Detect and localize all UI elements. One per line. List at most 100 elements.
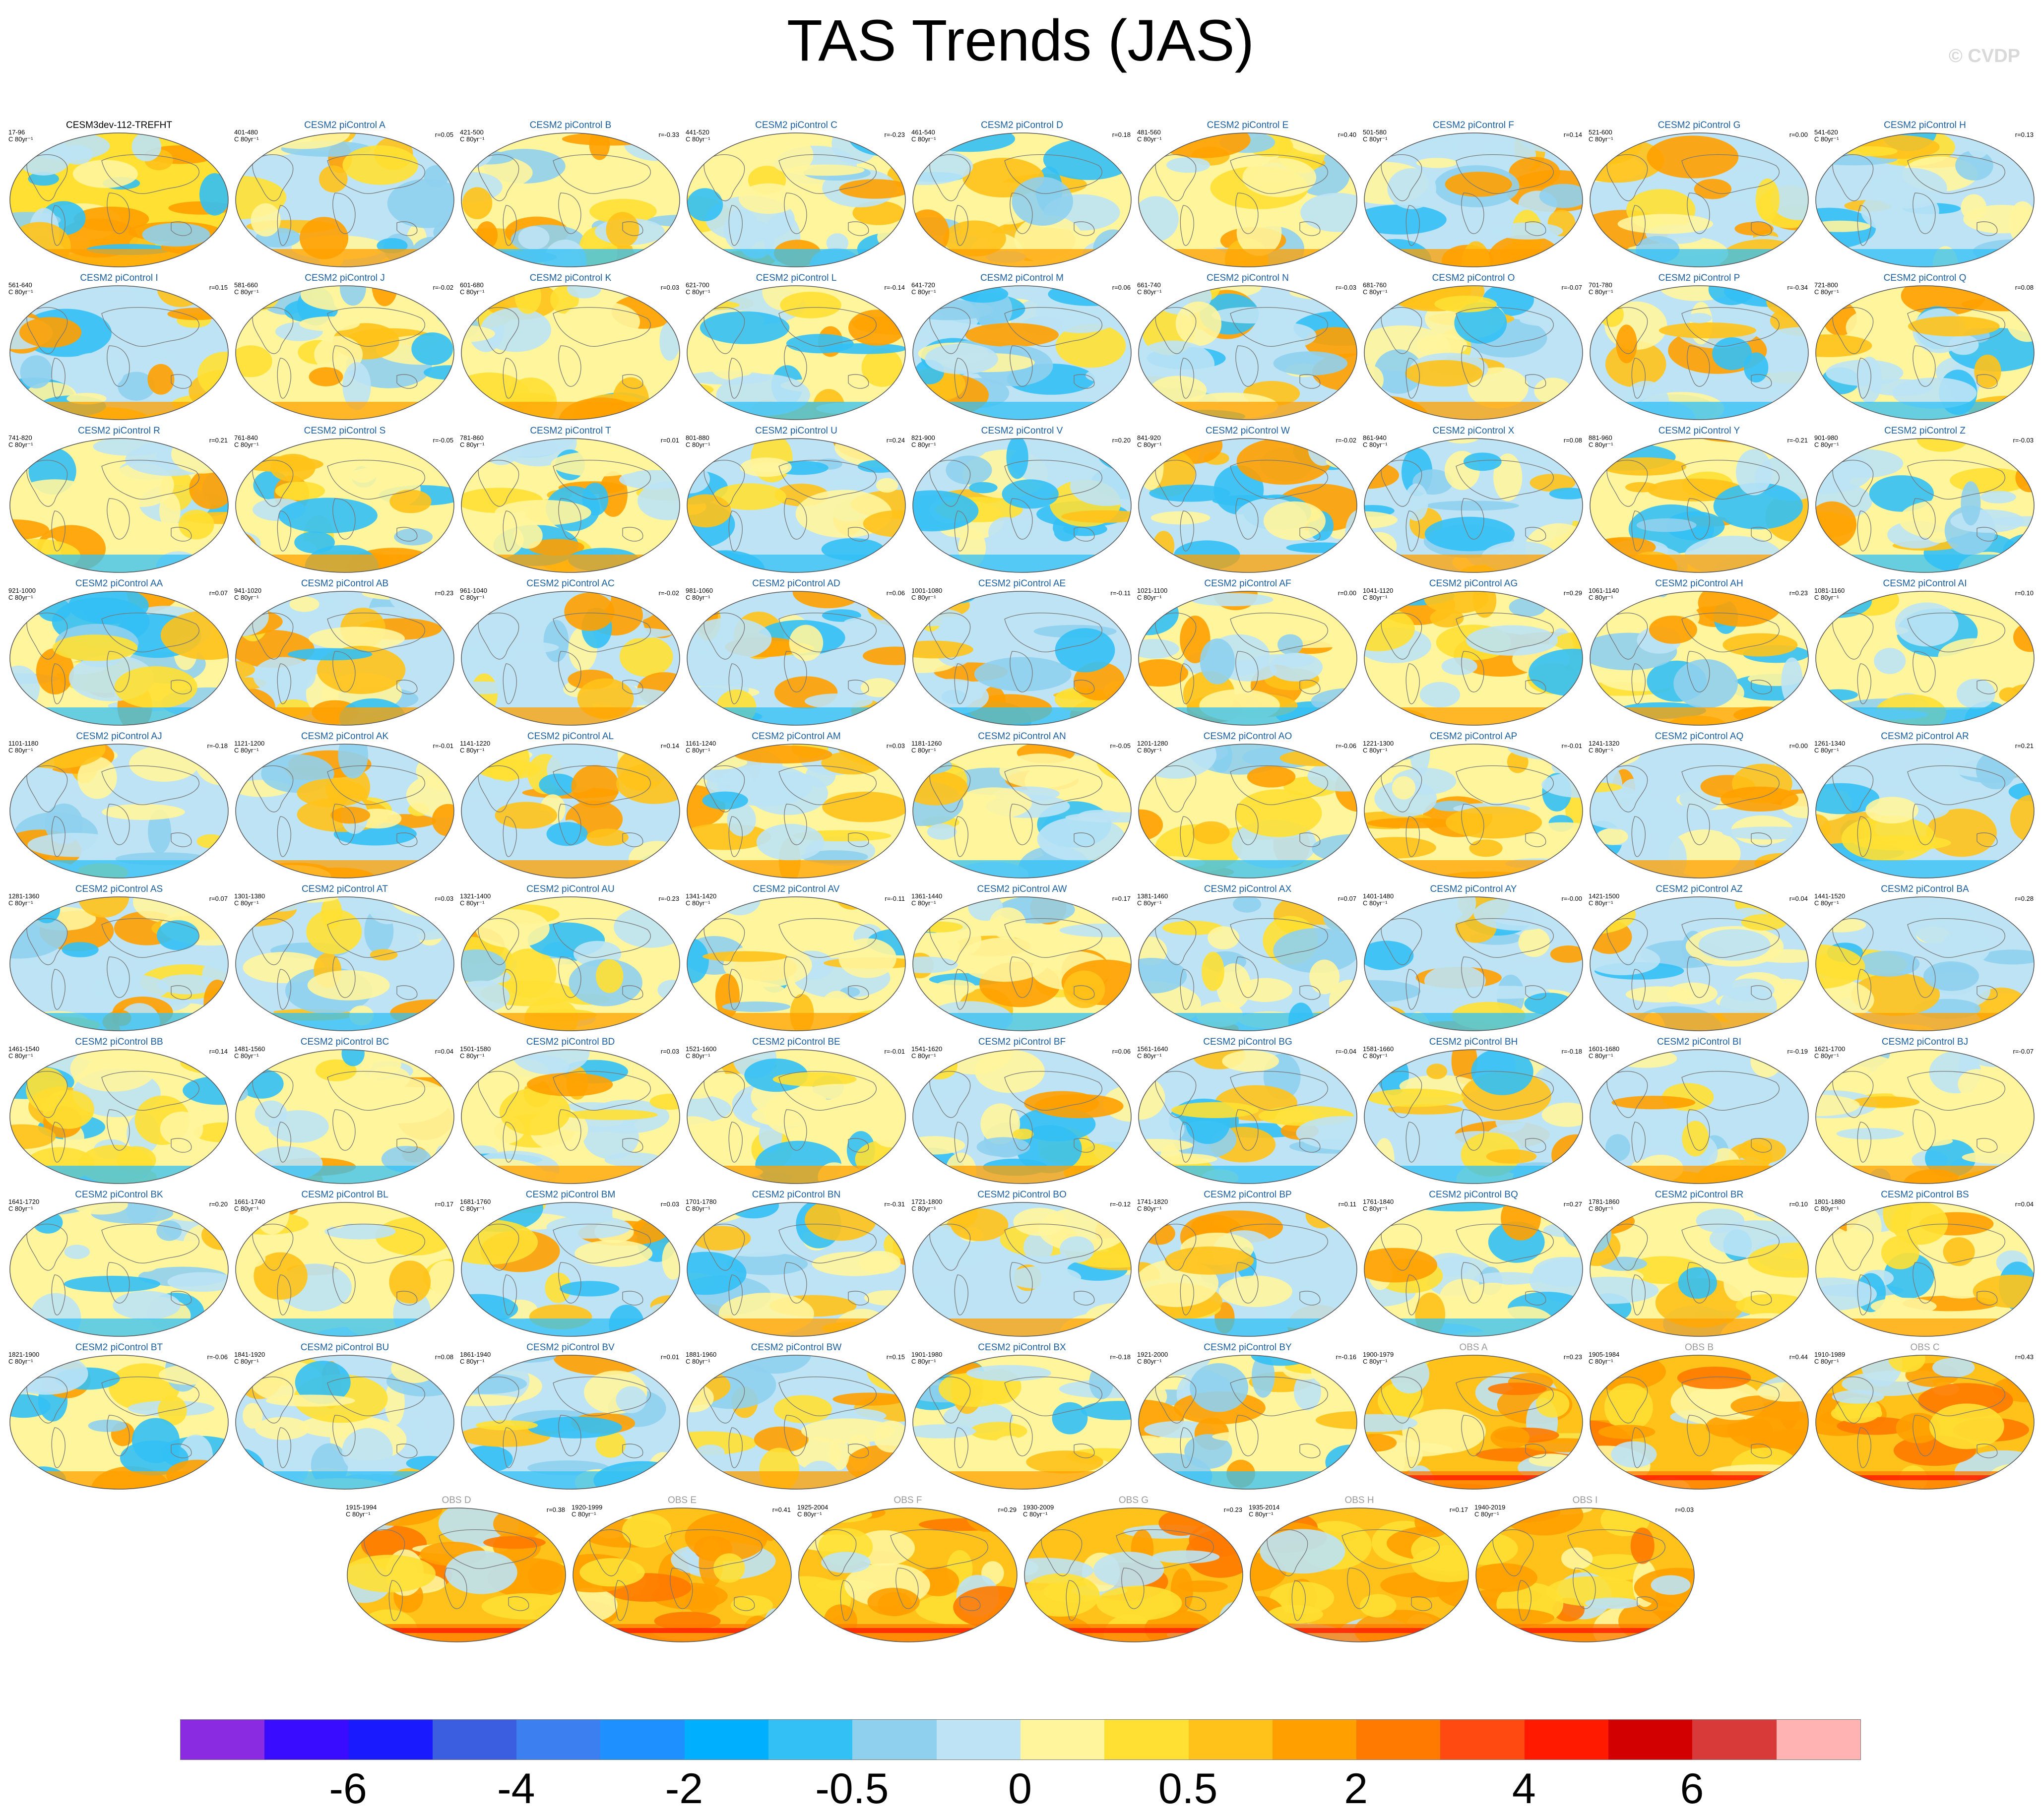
- map-panel: CESM2 piControl AY 1401-1480 C 80yr⁻¹ r=-0.…: [1362, 884, 1585, 1033]
- trend-map: [912, 1049, 1132, 1184]
- panel-title: OBS B: [1684, 1342, 1714, 1353]
- colorbar-tick-label: 0: [1008, 1765, 1032, 1813]
- panel-correlation: r=0.00: [1789, 131, 1808, 138]
- colorbar-bin: [1524, 1720, 1609, 1759]
- panel-title: CESM2 piControl BT: [75, 1342, 163, 1353]
- trend-map: [1250, 1507, 1469, 1642]
- trend-map: [1475, 1507, 1695, 1642]
- map-panel: CESM2 piControl BR 1781-1860 C 80yr⁻¹ r=0.1…: [1588, 1190, 1811, 1338]
- panel-correlation: r=0.15: [886, 1353, 905, 1361]
- panel-correlation: r=-0.02: [658, 589, 679, 597]
- panel-units: C 80yr⁻¹: [1589, 747, 1613, 754]
- panel-title: CESM2 piControl R: [78, 426, 160, 436]
- trend-map: [235, 438, 454, 573]
- panel-year-range: 1661-1740: [234, 1198, 265, 1205]
- map-panel: CESM2 piControl O 681-760 C 80yr⁻¹ r=-0.07: [1362, 273, 1585, 422]
- panel-correlation: r=0.14: [1563, 131, 1582, 138]
- panel-correlation: r=-0.05: [1110, 742, 1131, 750]
- trend-map: [1364, 285, 1583, 420]
- map-panel: CESM2 piControl AA 921-1000 C 80yr⁻¹ r=0.07: [7, 578, 231, 727]
- map-panel: OBS E 1920-1999 C 80yr⁻¹ r=0.41: [571, 1495, 794, 1644]
- panel-units: C 80yr⁻¹: [460, 899, 485, 907]
- panel-title: CESM2 piControl BE: [752, 1037, 840, 1047]
- panel-correlation: r=0.03: [435, 895, 453, 902]
- panel-year-range: 601-680: [460, 281, 484, 289]
- trend-map: [1815, 1202, 2035, 1337]
- panel-title: CESM2 piControl BI: [1657, 1037, 1741, 1047]
- map-panel: CESM2 piControl V 821-900 C 80yr⁻¹ r=0.20: [910, 426, 1134, 574]
- panel-correlation: r=0.08: [1563, 437, 1582, 444]
- panel-units: C 80yr⁻¹: [1363, 747, 1388, 754]
- trend-map: [1815, 1355, 2035, 1490]
- colorbar-tick-label: -4: [497, 1765, 535, 1813]
- panel-year-range: 761-840: [234, 434, 258, 441]
- trend-map: [687, 285, 906, 420]
- panel-correlation: r=-0.14: [884, 284, 905, 291]
- panel-correlation: r=0.10: [2015, 589, 2034, 597]
- panel-correlation: r=-0.02: [433, 284, 453, 291]
- panel-title: CESM2 piControl AL: [527, 731, 614, 742]
- trend-map: [687, 744, 906, 879]
- panel-units: C 80yr⁻¹: [346, 1510, 371, 1518]
- panel-correlation: r=0.44: [1789, 1353, 1808, 1361]
- trend-map: [798, 1507, 1018, 1642]
- map-panel: CESM2 piControl AU 1321-1400 C 80yr⁻¹ r=-0.…: [459, 884, 682, 1033]
- panel-year-range: 1381-1460: [1137, 892, 1168, 900]
- panel-title: CESM2 piControl AV: [753, 884, 840, 894]
- trend-map: [1815, 285, 2035, 420]
- panel-correlation: r=0.10: [1789, 1200, 1808, 1208]
- panel-year-range: 981-1060: [686, 587, 713, 594]
- colorbar-bin: [852, 1720, 937, 1759]
- panel-year-range: 1900-1979: [1363, 1351, 1394, 1358]
- panel-correlation: r=-0.11: [1110, 589, 1131, 597]
- panel-year-range: 1101-1180: [8, 740, 39, 747]
- colorbar-bin: [1104, 1720, 1189, 1759]
- panel-correlation: r=-0.16: [1336, 1353, 1356, 1361]
- trend-map: [235, 285, 454, 420]
- panel-year-range: 1621-1700: [1814, 1045, 1846, 1053]
- panel-title: CESM2 piControl BH: [1429, 1037, 1518, 1047]
- panel-year-range: 821-900: [911, 434, 935, 441]
- trend-map: [347, 1507, 566, 1642]
- panel-correlation: r=0.08: [435, 1353, 453, 1361]
- panel-year-range: 901-980: [1814, 434, 1838, 441]
- panel-title: CESM2 piControl BJ: [1881, 1037, 1969, 1047]
- trend-map: [1364, 744, 1583, 879]
- trend-map: [912, 744, 1132, 879]
- panel-correlation: r=0.23: [1223, 1506, 1242, 1513]
- panel-units: C 80yr⁻¹: [1363, 1358, 1388, 1365]
- map-panel: OBS F 1925-2004 C 80yr⁻¹ r=0.29: [796, 1495, 1020, 1644]
- panel-units: C 80yr⁻¹: [1589, 594, 1613, 601]
- panel-correlation: r=-0.03: [1336, 284, 1356, 291]
- panel-units: C 80yr⁻¹: [1137, 135, 1162, 143]
- map-panel: CESM2 piControl AO 1201-1280 C 80yr⁻¹ r=-0.…: [1136, 731, 1359, 880]
- map-panel: CESM2 piControl BC 1481-1560 C 80yr⁻¹ r=0.0…: [233, 1037, 456, 1186]
- panel-year-range: 1910-1989: [1814, 1351, 1846, 1358]
- map-panel: CESM2 piControl AM 1161-1240 C 80yr⁻¹ r=0.0…: [685, 731, 908, 880]
- map-panel: CESM2 piControl BM 1681-1760 C 80yr⁻¹ r=0.0…: [459, 1190, 682, 1338]
- panel-title: CESM2 piControl AG: [1429, 578, 1518, 589]
- panel-year-range: 1301-1380: [234, 892, 265, 900]
- trend-map: [1364, 1355, 1583, 1490]
- panel-title: CESM2 piControl AO: [1203, 731, 1292, 742]
- panel-correlation: r=0.29: [998, 1506, 1017, 1513]
- panel-correlation: r=0.01: [660, 1353, 679, 1361]
- panel-correlation: r=0.21: [2015, 742, 2034, 750]
- panel-title: CESM2 piControl BS: [1881, 1190, 1969, 1200]
- panel-title: CESM2 piControl P: [1658, 273, 1740, 283]
- colorbar-tick-label: 0.5: [1158, 1765, 1218, 1813]
- trend-map: [912, 1355, 1132, 1490]
- panel-units: C 80yr⁻¹: [911, 288, 936, 296]
- trend-map: [687, 1202, 906, 1337]
- panel-year-range: 1935-2014: [1249, 1504, 1280, 1511]
- panel-units: C 80yr⁻¹: [234, 594, 259, 601]
- colorbar-bin: [1356, 1720, 1441, 1759]
- panel-units: C 80yr⁻¹: [234, 441, 259, 448]
- panel-year-range: 1461-1540: [8, 1045, 40, 1053]
- map-panel: CESM2 piControl AI 1081-1160 C 80yr⁻¹ r=0.1…: [1813, 578, 2037, 727]
- panel-units: C 80yr⁻¹: [460, 288, 485, 296]
- panel-units: C 80yr⁻¹: [1589, 441, 1613, 448]
- panel-units: C 80yr⁻¹: [1814, 899, 1839, 907]
- panel-title: CESM2 piControl O: [1432, 273, 1515, 283]
- panel-units: C 80yr⁻¹: [1814, 594, 1839, 601]
